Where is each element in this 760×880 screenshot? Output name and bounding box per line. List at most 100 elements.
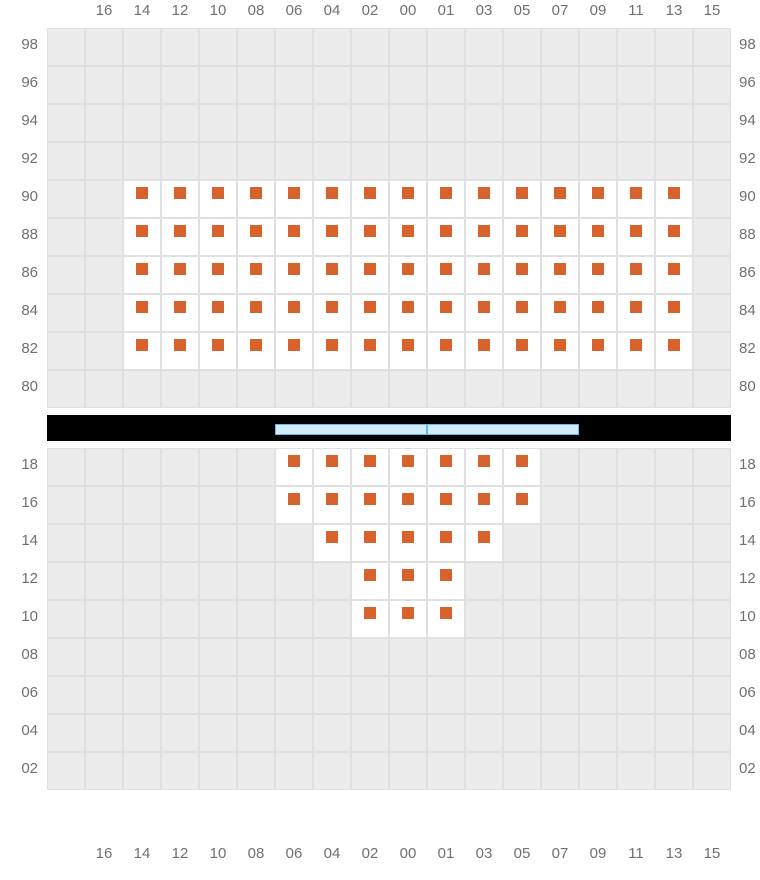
seat-cell[interactable] [465,294,503,332]
seat-cell[interactable] [275,218,313,256]
seat-cell[interactable] [465,486,503,524]
seat-cell[interactable] [503,256,541,294]
seat-cell[interactable] [617,180,655,218]
seat-cell[interactable] [503,218,541,256]
seat-cell[interactable] [275,180,313,218]
seat-cell[interactable] [237,332,275,370]
seat-cell[interactable] [427,180,465,218]
seat-cell[interactable] [389,524,427,562]
seat-cell[interactable] [465,524,503,562]
seat-cell[interactable] [579,218,617,256]
seat-cell[interactable] [541,294,579,332]
seat-cell[interactable] [313,180,351,218]
seat-cell[interactable] [503,332,541,370]
seat-cell[interactable] [389,294,427,332]
seat-cell[interactable] [351,448,389,486]
seat-cell[interactable] [237,256,275,294]
seat-cell[interactable] [199,332,237,370]
seat-cell[interactable] [579,256,617,294]
seat-cell[interactable] [389,448,427,486]
seat-cell[interactable] [351,486,389,524]
seat-cell[interactable] [617,332,655,370]
seat-cell[interactable] [161,218,199,256]
seat-cell[interactable] [389,256,427,294]
seat-cell[interactable] [161,256,199,294]
seat-cell[interactable] [541,256,579,294]
seat-cell[interactable] [313,448,351,486]
seat-cell[interactable] [465,332,503,370]
seat-cell[interactable] [123,256,161,294]
seat-cell[interactable] [351,562,389,600]
seat-cell[interactable] [275,486,313,524]
seat-cell[interactable] [161,332,199,370]
seat-cell[interactable] [313,486,351,524]
seat-cell[interactable] [655,180,693,218]
seat-cell[interactable] [579,180,617,218]
seat-cell[interactable] [123,294,161,332]
seat-cell[interactable] [389,486,427,524]
seat-cell[interactable] [427,448,465,486]
seat-cell[interactable] [427,218,465,256]
seat-cell[interactable] [503,448,541,486]
seat-cell[interactable] [655,256,693,294]
seat-cell[interactable] [123,180,161,218]
seat-cell[interactable] [275,448,313,486]
seat-cell[interactable] [123,218,161,256]
seat-cell[interactable] [237,180,275,218]
seat-cell[interactable] [617,256,655,294]
seat-cell[interactable] [161,294,199,332]
seat-cell[interactable] [503,486,541,524]
seat-cell[interactable] [427,294,465,332]
seat-cell[interactable] [351,218,389,256]
seat-cell[interactable] [655,332,693,370]
seat-cell[interactable] [389,600,427,638]
seat-cell[interactable] [655,218,693,256]
seat-cell[interactable] [389,218,427,256]
seat-cell[interactable] [617,294,655,332]
seat-cell[interactable] [351,600,389,638]
seat-cell[interactable] [313,332,351,370]
seat-cell[interactable] [427,256,465,294]
seat-cell[interactable] [275,256,313,294]
seat-cell[interactable] [427,600,465,638]
seat-cell[interactable] [503,294,541,332]
seat-cell[interactable] [199,256,237,294]
seat-cell[interactable] [579,294,617,332]
seat-cell[interactable] [465,218,503,256]
seat-cell[interactable] [427,486,465,524]
seat-cell[interactable] [617,218,655,256]
seat-cell[interactable] [313,294,351,332]
seat-cell[interactable] [465,180,503,218]
seat-cell[interactable] [351,294,389,332]
seat-cell[interactable] [351,180,389,218]
seat-cell[interactable] [389,180,427,218]
seat-cell[interactable] [123,332,161,370]
seat-cell[interactable] [351,256,389,294]
seat-cell[interactable] [465,448,503,486]
seat-cell[interactable] [541,180,579,218]
seat-cell[interactable] [389,562,427,600]
seat-cell[interactable] [275,332,313,370]
seat-cell[interactable] [313,524,351,562]
seat-cell[interactable] [161,180,199,218]
seat-cell[interactable] [199,294,237,332]
seat-cell[interactable] [427,332,465,370]
seat-cell[interactable] [237,294,275,332]
seat-cell[interactable] [351,332,389,370]
seat-cell[interactable] [579,332,617,370]
seat-cell[interactable] [655,294,693,332]
seat-cell[interactable] [389,332,427,370]
seat-cell[interactable] [465,256,503,294]
seat-cell[interactable] [275,294,313,332]
seat-cell[interactable] [237,218,275,256]
seat-cell[interactable] [541,332,579,370]
seat-cell[interactable] [351,524,389,562]
seat-cell[interactable] [313,218,351,256]
seat-cell[interactable] [427,562,465,600]
seat-cell[interactable] [199,180,237,218]
seat-cell[interactable] [541,218,579,256]
seat-cell[interactable] [427,524,465,562]
seat-cell[interactable] [199,218,237,256]
seat-cell[interactable] [503,180,541,218]
seat-cell[interactable] [313,256,351,294]
